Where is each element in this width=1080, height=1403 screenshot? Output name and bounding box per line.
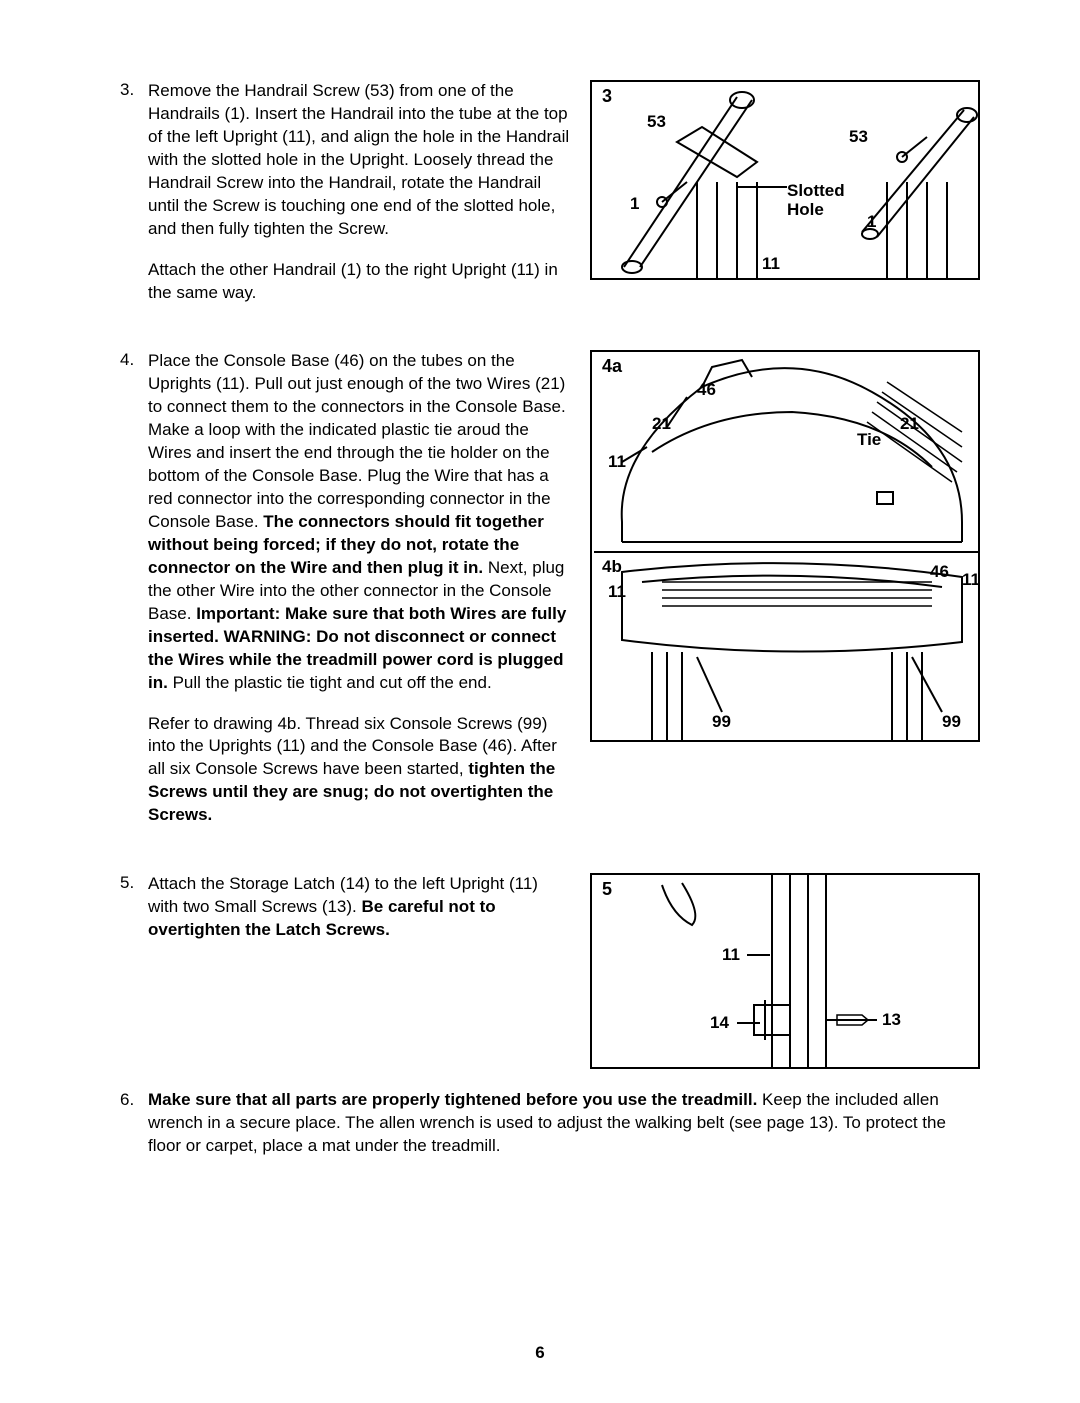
callout-21-a: 21 <box>652 414 671 434</box>
step-5-text: Attach the Storage Latch (14) to the lef… <box>148 873 570 960</box>
step-number-3: 3. <box>120 80 148 322</box>
diagram-5: 5 <box>590 873 980 1069</box>
step-6-row: 6. Make sure that all parts are properly… <box>120 1089 980 1158</box>
callout-1-right: 1 <box>867 212 876 232</box>
diagram-5-label: 5 <box>602 879 612 900</box>
diagram-5-svg <box>592 875 980 1069</box>
diagram-3: 3 <box>590 80 980 280</box>
callout-1-left: 1 <box>630 194 639 214</box>
step-3-para-1: Remove the Handrail Screw (53) from one … <box>148 80 570 241</box>
callout-53-left: 53 <box>647 112 666 132</box>
callout-46-a: 46 <box>697 380 716 400</box>
step-number-6: 6. <box>120 1089 148 1158</box>
step-3-row: 3. Remove the Handrail Screw (53) from o… <box>120 80 980 322</box>
step-4-para-1: Place the Console Base (46) on the tubes… <box>148 350 570 694</box>
step-4-text: Place the Console Base (46) on the tubes… <box>148 350 570 845</box>
step-number-4: 4. <box>120 350 148 845</box>
step-number-5: 5. <box>120 873 148 960</box>
callout-53-right: 53 <box>849 127 868 147</box>
step-6-text: Make sure that all parts are properly ti… <box>148 1089 978 1158</box>
diagram-4b-label: 4b <box>602 557 622 577</box>
page-number: 6 <box>0 1343 1080 1363</box>
manual-page: 3. Remove the Handrail Screw (53) from o… <box>0 0 1080 1403</box>
step-4-row: 4. Place the Console Base (46) on the tu… <box>120 350 980 845</box>
callout-slotted-hole: Slotted Hole <box>787 182 845 219</box>
callout-tie: Tie <box>857 430 881 450</box>
callout-11-b: 11 <box>608 582 626 602</box>
step-3-para-2: Attach the other Handrail (1) to the rig… <box>148 259 570 305</box>
callout-11-a: 11 <box>608 452 626 472</box>
callout-11: 11 <box>762 254 780 274</box>
callout-99-a: 99 <box>712 712 731 732</box>
callout-21-b: 21 <box>900 414 919 434</box>
callout-14: 14 <box>710 1013 729 1033</box>
step-5-para-1: Attach the Storage Latch (14) to the lef… <box>148 873 570 942</box>
step-3-text: Remove the Handrail Screw (53) from one … <box>148 80 570 322</box>
diagram-4: 4a <box>590 350 980 742</box>
diagram-4-svg <box>592 352 980 742</box>
callout-11-d5: 11 <box>722 945 740 965</box>
callout-11-c: 11 <box>962 570 980 590</box>
diagram-3-label: 3 <box>602 86 612 107</box>
step-5-row: 5. Attach the Storage Latch (14) to the … <box>120 873 980 1069</box>
step-4-para-2: Refer to drawing 4b. Thread six Console … <box>148 713 570 828</box>
diagram-4a-label: 4a <box>602 356 622 377</box>
callout-13: 13 <box>882 1010 901 1030</box>
callout-99-b: 99 <box>942 712 961 732</box>
callout-46-b: 46 <box>930 562 949 582</box>
